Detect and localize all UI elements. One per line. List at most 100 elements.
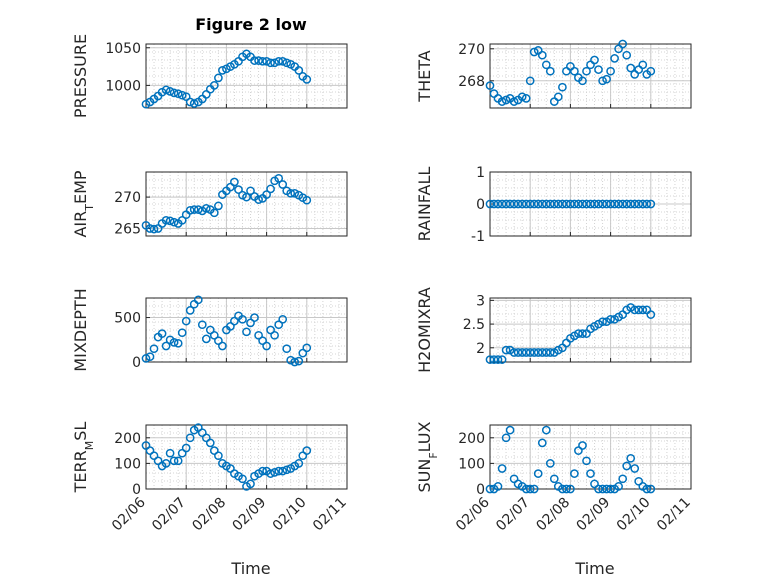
data-point (497, 199, 507, 209)
data-point (602, 74, 611, 84)
subplot-3-left: 0 500 MIXDEPTH (71, 288, 348, 372)
y-tick-label: 0 (132, 482, 141, 498)
data-point (618, 474, 628, 484)
y-axis-label-part: SUN (415, 459, 434, 493)
y-tick-label: 200 (458, 431, 485, 447)
data-point (509, 199, 519, 209)
data-point (529, 348, 539, 357)
data-point (606, 484, 615, 494)
x-tick-label: 02/10 (614, 495, 654, 535)
data-point (197, 320, 207, 330)
data-point (161, 341, 171, 351)
data-point (638, 305, 648, 315)
data-point (582, 199, 591, 209)
subplot-1-right: 268 270 THETA (415, 39, 692, 109)
data-point (254, 56, 263, 65)
data-point (533, 199, 543, 209)
data-point (529, 47, 539, 57)
data-point (610, 54, 619, 63)
subplot-2-left: 265 270 AIRTEMP (71, 170, 348, 238)
data-point (566, 484, 575, 494)
data-point (209, 81, 219, 90)
data-point (173, 456, 183, 466)
data-point (513, 348, 523, 357)
data-point (598, 199, 607, 209)
data-point (533, 348, 543, 357)
data-point (149, 451, 159, 461)
data-point (177, 90, 187, 100)
data-point (141, 354, 151, 363)
subplot-4-left: 0 100 200 TERRMSL 02/06 02/07 02/08 02/09 02/10 0… (71, 422, 350, 535)
data-point (286, 188, 296, 198)
y-axis-label-subscript: T (83, 204, 96, 212)
data-point (493, 355, 503, 364)
data-point (173, 89, 183, 99)
x-tick-label: 02/08 (189, 495, 229, 535)
data-point (533, 469, 543, 478)
data-point (262, 190, 271, 199)
y-axis-label-part: LUX (415, 421, 434, 452)
x-tick-label: 02/10 (270, 495, 310, 535)
data-point (286, 355, 296, 365)
data-point (282, 58, 292, 68)
x-tick-label: 02/09 (574, 495, 614, 535)
data-point (521, 348, 531, 357)
data-point (266, 184, 275, 194)
data-point (266, 469, 275, 478)
y-tick-label: 1050 (105, 41, 141, 57)
data-point (509, 348, 519, 357)
y-tick-label: 1000 (105, 78, 141, 94)
data-point (169, 456, 179, 466)
y-axis-label: AIRTEMP (71, 170, 96, 237)
data-point (242, 327, 251, 337)
data-point (630, 305, 640, 315)
data-point (501, 199, 511, 209)
data-point (238, 314, 247, 324)
data-point (185, 306, 195, 315)
y-axis-label-subscript: F (427, 452, 440, 458)
y-tick-label: 0 (476, 482, 485, 498)
data-point (562, 484, 571, 494)
data-point (169, 217, 179, 227)
axes-box (145, 424, 348, 490)
data-point (209, 330, 219, 340)
data-point (177, 328, 187, 338)
y-tick-label: 1 (476, 165, 485, 181)
y-axis-label-part: TERR (71, 450, 90, 493)
data-point (185, 205, 195, 215)
y-tick-label: 100 (458, 456, 485, 472)
data-point (302, 446, 312, 455)
data-point (145, 352, 155, 362)
data-point (622, 50, 632, 60)
x-tick-label: 02/06 (453, 494, 493, 534)
data-point (642, 199, 652, 209)
data-point (177, 215, 187, 225)
data-point (541, 199, 551, 209)
data-point (517, 348, 527, 357)
data-point (489, 199, 499, 209)
data-point (558, 199, 567, 209)
data-point (258, 56, 267, 66)
data-point (525, 348, 535, 357)
data-point (574, 329, 583, 338)
data-point (230, 177, 239, 187)
data-point (161, 215, 171, 225)
data-point (218, 341, 227, 351)
data-point (541, 348, 551, 357)
data-point (302, 195, 312, 205)
data-point (586, 199, 595, 209)
x-tick-label: 02/07 (149, 495, 189, 535)
y-tick-label: 500 (114, 311, 141, 327)
data-point (262, 341, 271, 351)
data-point (614, 199, 623, 209)
data-point (606, 66, 615, 76)
data-point (578, 441, 587, 450)
data-point (570, 199, 579, 209)
data-point (598, 484, 607, 494)
data-point (537, 348, 547, 357)
data-point (606, 199, 615, 209)
data-point (594, 484, 603, 494)
data-point (149, 224, 159, 234)
subplot-4-right: 0 100 200 SUNFLUX 02/06 02/07 02/08 02/09 02/10 0… (415, 421, 694, 534)
data-point (214, 451, 223, 461)
